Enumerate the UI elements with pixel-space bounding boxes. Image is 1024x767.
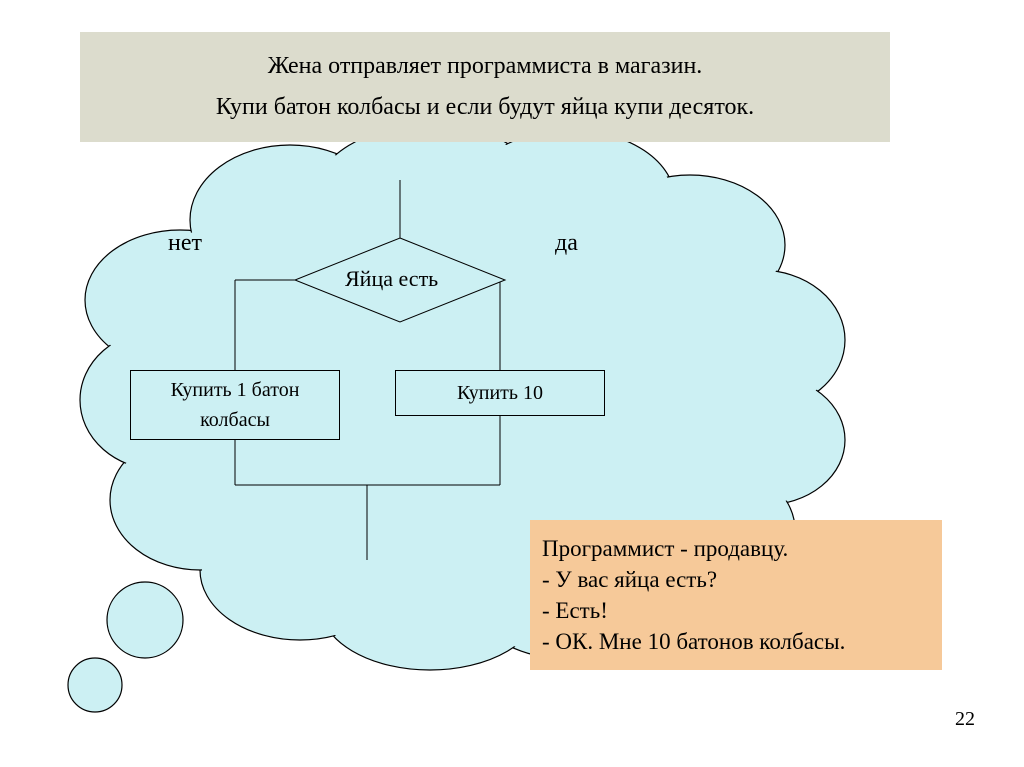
action-right-label: Купить 10 (457, 378, 543, 408)
decision-yes-label: да (555, 230, 578, 257)
decision-label: Яйца есть (345, 266, 438, 292)
joke-line-2: - У вас яйца есть? (542, 564, 942, 595)
decision-no-label: нет (168, 230, 202, 257)
action-left-line2: колбасы (200, 405, 270, 435)
joke-line-1: Программист - продавцу. (542, 533, 942, 564)
action-box-left: Купить 1 батон колбасы (130, 370, 340, 440)
page-number: 22 (955, 708, 975, 731)
action-box-right: Купить 10 (395, 370, 605, 416)
joke-line-3: - Есть! (542, 595, 942, 626)
joke-box: Программист - продавцу. - У вас яйца ест… (530, 520, 942, 670)
joke-line-4: - ОК. Мне 10 батонов колбасы. (542, 626, 942, 657)
action-left-line1: Купить 1 батон (171, 375, 300, 405)
